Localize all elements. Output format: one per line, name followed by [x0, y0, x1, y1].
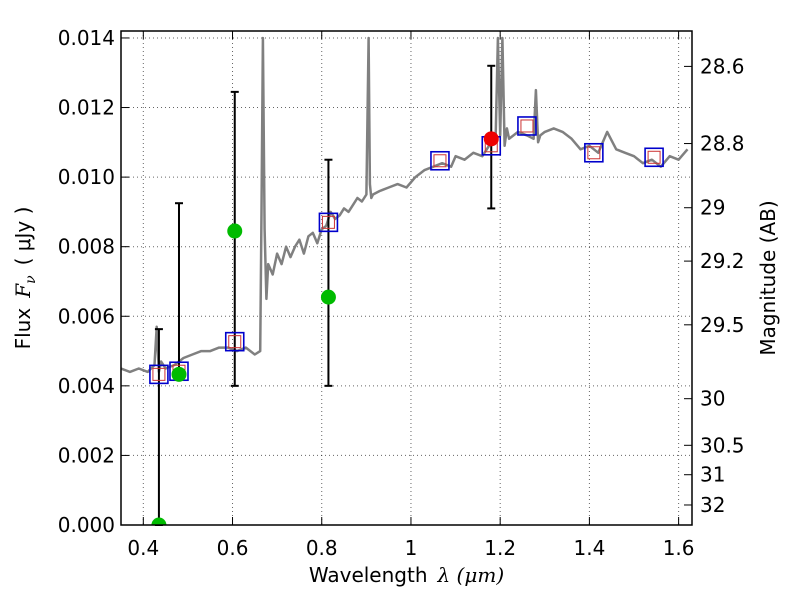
model-box-inner	[152, 367, 166, 381]
observed-point-layer	[151, 131, 499, 525]
model-box-inner	[647, 150, 661, 164]
y-tick-label: 0.014	[58, 26, 115, 50]
observed-point	[151, 517, 167, 525]
observed-point	[320, 289, 336, 305]
model-box-inner	[587, 146, 601, 160]
right-tick-label: 28.8	[700, 132, 745, 156]
right-tick-label: 30.5	[700, 433, 745, 457]
right-axis-title: Magnitude (AB)	[756, 200, 780, 355]
y-tick-label: 0.004	[58, 374, 115, 398]
x-axis-title: Wavelength λ (μm)	[309, 563, 504, 587]
observed-point	[171, 366, 187, 382]
right-tick-label: 31	[700, 463, 725, 487]
y-tick-label: 0.000	[58, 513, 115, 537]
model-box	[149, 364, 169, 385]
x-tick-label: 1.4	[573, 536, 605, 560]
right-tick-label: 28.6	[700, 54, 745, 78]
model-box	[224, 331, 245, 352]
right-tick-label: 30	[700, 387, 725, 411]
right-tick-labels: 28.6 28.8 29 29.2 29.5 30 30.5 31 32	[700, 54, 745, 517]
y-tick-label: 0.006	[58, 304, 115, 328]
tick-layer	[121, 31, 692, 526]
x-tick-label: 1.6	[663, 536, 695, 560]
right-tick-label: 29	[700, 196, 725, 220]
right-tick-label: 32	[700, 493, 725, 517]
y-tick-label: 0.012	[58, 96, 115, 120]
y-tick-label: 0.008	[58, 235, 115, 259]
plot-frame	[120, 30, 693, 526]
x-tick-label: 0.8	[306, 536, 338, 560]
right-tick-label: 29.2	[700, 249, 745, 273]
y-tick-labels: 0.000 0.002 0.004 0.006 0.008 0.010 0.012 0.014	[58, 26, 115, 537]
x-tick-label: 0.6	[217, 536, 249, 560]
y-tick-label: 0.010	[58, 165, 115, 189]
model-box-inner	[520, 119, 534, 133]
model-box	[644, 147, 664, 168]
x-tick-label: 1.2	[484, 536, 516, 560]
model-box	[430, 150, 450, 171]
y-axis-title: FluxFν( μJy )	[11, 207, 39, 350]
spectrum-layer	[121, 36, 689, 374]
observed-point	[483, 131, 499, 147]
model-box	[517, 116, 537, 136]
grid-layer	[121, 31, 692, 526]
y-tick-label: 0.002	[58, 443, 115, 467]
model-box	[318, 212, 339, 233]
model-box	[584, 142, 604, 163]
model-box-inner	[228, 335, 242, 349]
observed-point	[227, 223, 243, 239]
x-tick-label: 0.4	[127, 536, 159, 560]
model-box-inner	[321, 215, 335, 229]
spectrum-line	[121, 36, 689, 374]
model-box-inner	[433, 154, 447, 168]
model-box-layer	[149, 116, 664, 385]
x-tick-label: 1	[405, 536, 418, 560]
right-tick-label: 29.5	[700, 313, 745, 337]
x-tick-labels: 0.4 0.6 0.8 1 1.2 1.4 1.6	[127, 536, 694, 560]
